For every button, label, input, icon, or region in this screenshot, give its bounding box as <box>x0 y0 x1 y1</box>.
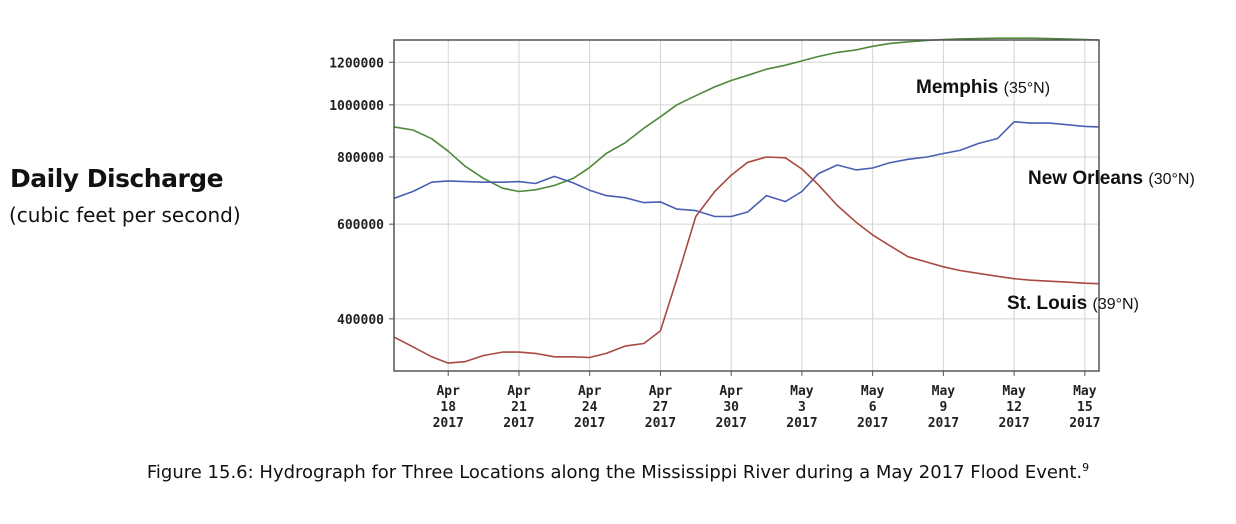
x-tick-label: Apr 18 2017 <box>433 384 464 431</box>
series-annotations: Memphis (35°N) New Orleans (30°N) St. Loui… <box>916 77 1195 314</box>
series-line-new-orleans <box>393 121 1100 218</box>
series-line-memphis <box>393 37 1100 193</box>
x-tick-labels: Apr 18 2017 Apr 21 2017 Apr 24 2017 Apr 27 2017 Apr 3… <box>433 371 1101 431</box>
x-tick-label: Apr 27 2017 <box>645 384 676 431</box>
x-tick-label: May 9 2017 <box>928 384 959 431</box>
y-tick-label: 800000 <box>337 151 384 166</box>
x-tick-label: Apr 21 2017 <box>503 384 534 431</box>
series-line-st-louis <box>393 156 1100 364</box>
x-tick-label: May 15 2017 <box>1069 384 1100 431</box>
grid-layer <box>394 40 1099 371</box>
series-label-new-orleans: New Orleans (30°N) <box>1028 168 1195 189</box>
y-tick-label: 400000 <box>337 313 384 328</box>
x-tick-label: Apr 30 2017 <box>716 384 747 431</box>
x-tick-label: Apr 24 2017 <box>574 384 605 431</box>
plot-frame <box>393 39 1100 372</box>
figure-caption: Figure 15.6: Hydrograph for Three Locati… <box>0 461 1236 483</box>
x-tick-label: May 12 2017 <box>998 384 1029 431</box>
caption-text: Figure 15.6: Hydrograph for Three Locati… <box>146 462 1083 483</box>
y-tick-label: 1200000 <box>329 56 384 71</box>
series-layer <box>393 37 1100 364</box>
y-tick-label: 600000 <box>337 218 384 233</box>
series-label-memphis: Memphis (35°N) <box>916 77 1050 98</box>
x-tick-label: May 6 2017 <box>857 384 888 431</box>
x-tick-label: May 3 2017 <box>786 384 817 431</box>
y-axis-title: Daily Discharge <box>10 164 224 193</box>
y-tick-label: 1000000 <box>329 99 384 114</box>
y-tick-labels: 400000 600000 800000 1000000 1200000 <box>329 56 394 328</box>
series-label-st-louis: St. Louis (39°N) <box>1007 293 1139 314</box>
caption-footnote: 9 <box>1082 461 1090 474</box>
y-axis-units: (cubic feet per second) <box>9 203 241 227</box>
